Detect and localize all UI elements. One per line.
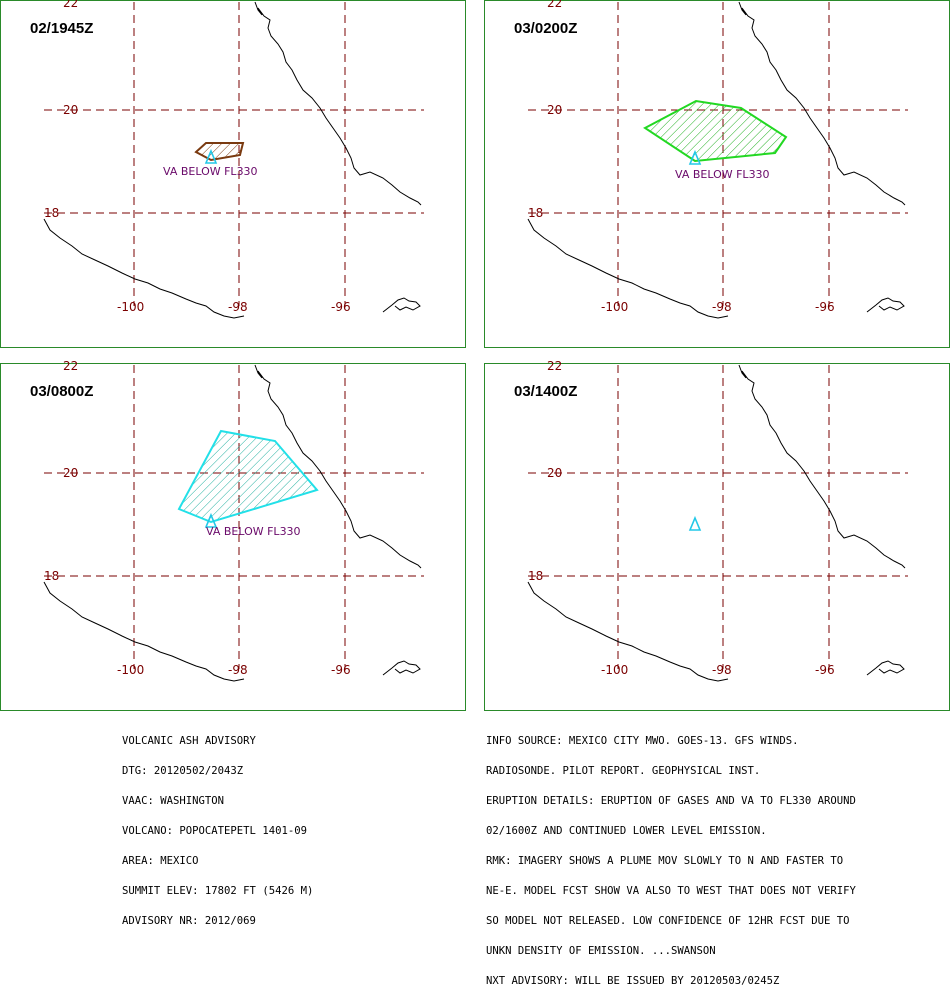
lat-label-20: 20 <box>547 466 562 480</box>
lon-label-98: -98 <box>712 300 732 314</box>
lat-label-22: 22 <box>63 0 78 10</box>
panel-frame <box>484 363 950 711</box>
map-panel-4: 22 20 18 -100 -98 -96 03/1400Z <box>484 359 950 711</box>
va-label: VA BELOW FL330 <box>163 165 258 178</box>
ash-polygon <box>643 99 788 163</box>
lat-label-18: 18 <box>528 206 543 220</box>
advisory-remarks-text: INFO SOURCE: MEXICO CITY MWO. GOES-13. G… <box>486 716 856 996</box>
text-line: UNKN DENSITY OF EMISSION. ...SWANSON <box>486 945 716 957</box>
text-line: SO MODEL NOT RELEASED. LOW CONFIDENCE OF… <box>486 915 850 927</box>
lat-label-20: 20 <box>547 103 562 117</box>
lon-label-98: -98 <box>228 300 248 314</box>
lat-label-18: 18 <box>44 206 59 220</box>
valid-time: 03/1400Z <box>514 383 577 400</box>
text-line: VOLCANO: POPOCATEPETL 1401-09 <box>122 825 307 837</box>
ash-polygon <box>177 429 319 524</box>
lat-label-22: 22 <box>547 0 562 10</box>
lon-label-96: -96 <box>815 663 835 677</box>
map-panel-3: 22 20 18 -100 -98 -96 03/0800Z VA BELOW … <box>0 359 466 711</box>
panel-frame <box>484 0 950 348</box>
lon-label-98: -98 <box>712 663 732 677</box>
text-line: DTG: 20120502/2043Z <box>122 765 244 777</box>
text-line: RADIOSONDE. PILOT REPORT. GEOPHYSICAL IN… <box>486 765 761 777</box>
lon-label-100: -100 <box>117 663 144 677</box>
text-line: ADVISORY NR: 2012/069 <box>122 915 256 927</box>
text-line: VAAC: WASHINGTON <box>122 795 225 807</box>
lon-label-100: -100 <box>601 300 628 314</box>
lat-label-18: 18 <box>44 569 59 583</box>
text-line: NXT ADVISORY: WILL BE ISSUED BY 20120503… <box>486 975 780 987</box>
lon-label-98: -98 <box>228 663 248 677</box>
panel-frame <box>0 0 466 348</box>
text-line: SUMMIT ELEV: 17802 FT (5426 M) <box>122 885 314 897</box>
text-line: ERUPTION DETAILS: ERUPTION OF GASES AND … <box>486 795 856 807</box>
va-label: VA BELOW FL330 <box>675 168 770 181</box>
va-graphic: 22 20 18 -100 -98 -96 02/1945Z VA BELOW … <box>0 0 950 711</box>
panel-frame <box>0 363 466 711</box>
lon-label-96: -96 <box>331 300 351 314</box>
text-line: NE-E. MODEL FCST SHOW VA ALSO TO WEST TH… <box>486 885 856 897</box>
text-line: 02/1600Z AND CONTINUED LOWER LEVEL EMISS… <box>486 825 767 837</box>
lat-label-22: 22 <box>63 359 78 373</box>
text-line: RMK: IMAGERY SHOWS A PLUME MOV SLOWLY TO… <box>486 855 844 867</box>
va-label: VA BELOW FL330 <box>206 525 301 538</box>
lon-label-96: -96 <box>331 663 351 677</box>
lon-label-100: -100 <box>601 663 628 677</box>
text-line: AREA: MEXICO <box>122 855 199 867</box>
advisory-header-text: VOLCANIC ASH ADVISORY DTG: 20120502/2043… <box>122 716 313 936</box>
text-line: INFO SOURCE: MEXICO CITY MWO. GOES-13. G… <box>486 735 799 747</box>
lat-label-18: 18 <box>528 569 543 583</box>
map-panel-1: 22 20 18 -100 -98 -96 02/1945Z VA BELOW … <box>0 0 466 348</box>
lat-label-22: 22 <box>547 359 562 373</box>
valid-time: 03/0200Z <box>514 20 577 37</box>
map-panel-2: 22 20 18 -100 -98 -96 03/0200Z VA BELOW … <box>484 0 950 348</box>
lon-label-100: -100 <box>117 300 144 314</box>
valid-time: 03/0800Z <box>30 383 93 400</box>
text-line: VOLCANIC ASH ADVISORY <box>122 735 256 747</box>
lat-label-20: 20 <box>63 103 78 117</box>
valid-time: 02/1945Z <box>30 20 93 37</box>
lon-label-96: -96 <box>815 300 835 314</box>
lat-label-20: 20 <box>63 466 78 480</box>
